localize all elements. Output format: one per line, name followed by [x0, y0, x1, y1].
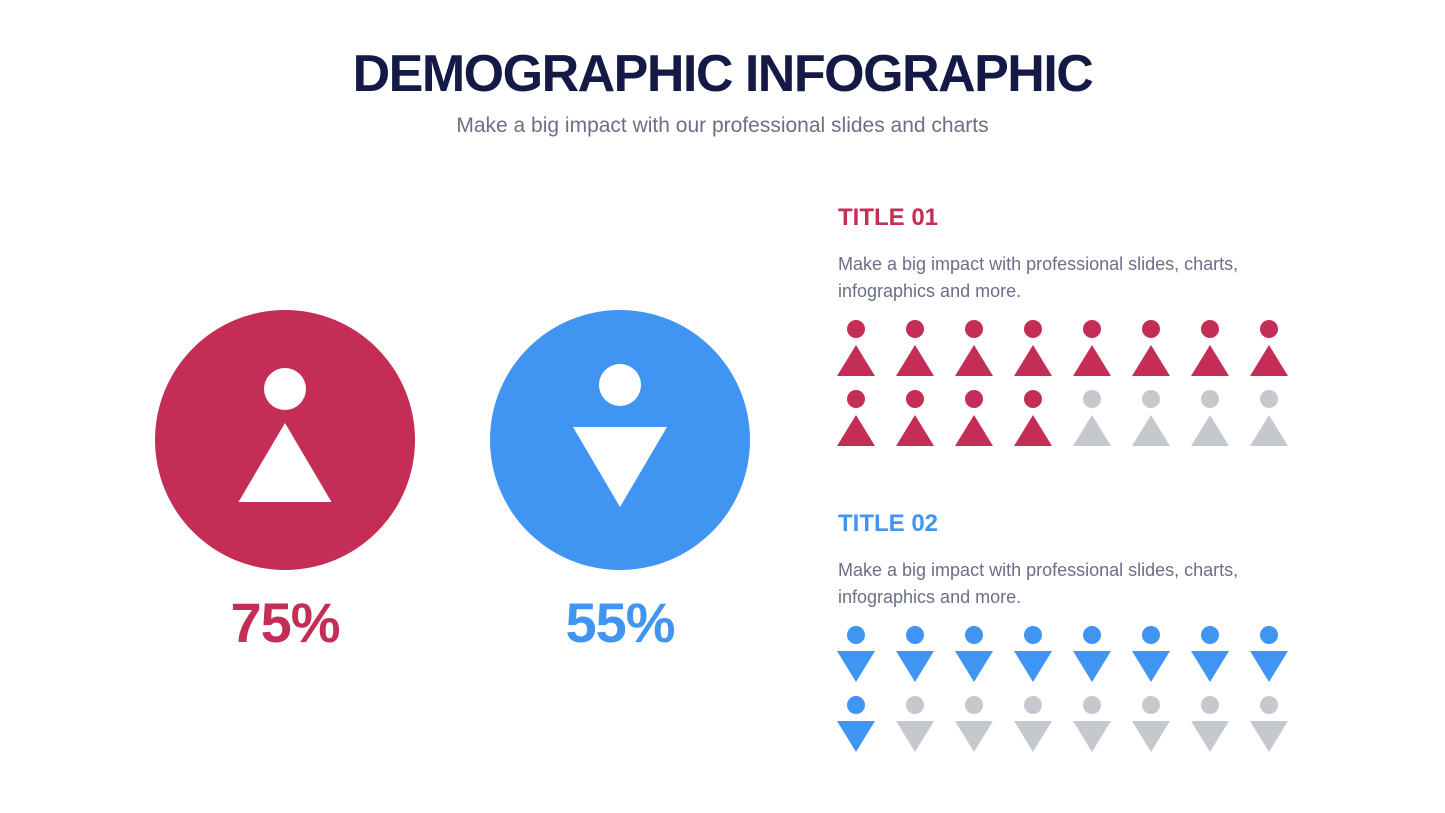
pictogram-head [965, 626, 983, 644]
icon-body [573, 427, 667, 507]
title: DEMOGRAPHIC INFOGRAPHIC [352, 45, 1094, 103]
pictogram-body [896, 651, 934, 682]
pictogram-body [1191, 345, 1229, 376]
pictogram-head [1083, 626, 1101, 644]
percent: 55% [565, 591, 675, 654]
pictogram-body [837, 721, 875, 752]
pictogram-head [1142, 390, 1160, 408]
pictogram-body [1073, 721, 1111, 752]
pictogram-head [965, 320, 983, 338]
pictogram-body [955, 651, 993, 682]
pictogram-body [1132, 721, 1170, 752]
pictogram-head [1024, 390, 1042, 408]
percent: 75% [230, 591, 340, 654]
pictogram-body [1191, 721, 1229, 752]
pictogram-head [1201, 626, 1219, 644]
pictogram-body [955, 721, 993, 752]
pictogram-body [837, 415, 875, 446]
section-description: Make a big impact with professional slid… [838, 560, 1239, 607]
pictogram-body [1073, 415, 1111, 446]
section-title: TITLE 01 [838, 204, 939, 231]
section-description: Make a big impact with professional slid… [838, 254, 1239, 301]
pictogram-body [837, 345, 875, 376]
pictogram-head [1024, 696, 1042, 714]
pictogram-body [896, 415, 934, 446]
pictogram-body [1132, 415, 1170, 446]
pictogram-head [847, 626, 865, 644]
pictogram-head [1083, 696, 1101, 714]
pictogram-head [906, 696, 924, 714]
pictogram-body [1014, 651, 1052, 682]
pictogram-body [1073, 651, 1111, 682]
pictogram-body [955, 345, 993, 376]
pictogram-body [1132, 651, 1170, 682]
pictogram-head [1201, 320, 1219, 338]
pictogram-head [906, 626, 924, 644]
pictogram-body [896, 721, 934, 752]
pictogram-head [1083, 320, 1101, 338]
pictogram-head [1260, 696, 1278, 714]
pictogram-head [1142, 626, 1160, 644]
pictogram-body [955, 415, 993, 446]
subtitle: Make a big impact with our professional … [456, 114, 989, 137]
pictogram-head [1201, 696, 1219, 714]
pictogram-body [1014, 415, 1052, 446]
pictogram-head [1260, 390, 1278, 408]
section-title: TITLE 02 [838, 510, 939, 537]
icon-head [599, 364, 641, 406]
pictogram-head [1260, 320, 1278, 338]
pictogram-body [1073, 345, 1111, 376]
pictogram-body [896, 345, 934, 376]
pictogram-body [1250, 415, 1288, 446]
pictogram-head [1260, 626, 1278, 644]
pictogram-body [1132, 345, 1170, 376]
pictogram-head [1142, 696, 1160, 714]
pictogram-body [1250, 651, 1288, 682]
pictogram-head [847, 696, 865, 714]
pictogram-body [1191, 415, 1229, 446]
icon-body [238, 423, 332, 502]
pictogram-head [1024, 320, 1042, 338]
pictogram-body [1014, 721, 1052, 752]
pictogram-body [1250, 721, 1288, 752]
pictogram-body [837, 651, 875, 682]
pictogram-head [1142, 320, 1160, 338]
pictogram-head [847, 390, 865, 408]
pictogram-body [1014, 345, 1052, 376]
pictogram-head [847, 320, 865, 338]
icon-head [264, 368, 306, 410]
pictogram-head [906, 320, 924, 338]
pictogram-body [1191, 651, 1229, 682]
pictogram-head [1201, 390, 1219, 408]
pictogram-head [965, 390, 983, 408]
pictogram-body [1250, 345, 1288, 376]
pictogram-head [1024, 626, 1042, 644]
pictogram-head [1083, 390, 1101, 408]
pictogram-head [965, 696, 983, 714]
pictogram-head [906, 390, 924, 408]
